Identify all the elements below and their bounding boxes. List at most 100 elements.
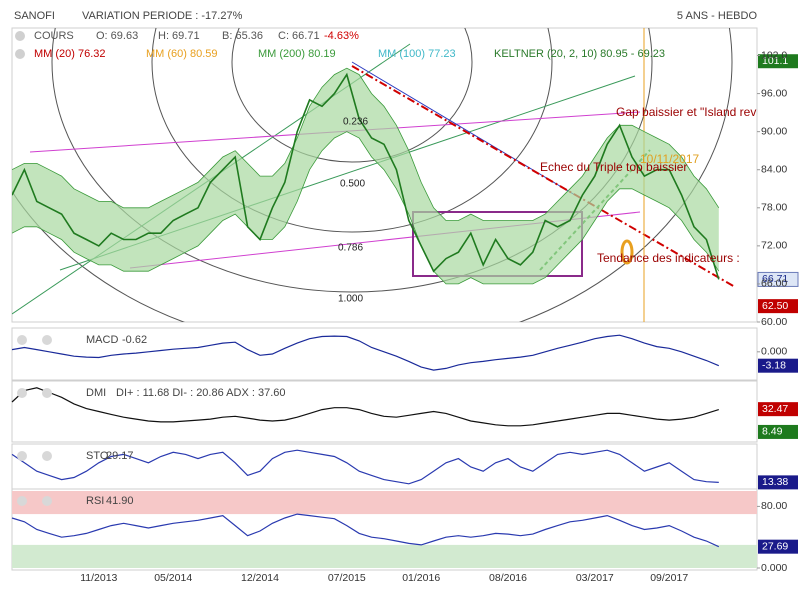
- x-tick-label: 03/2017: [576, 572, 614, 584]
- annotation: 1.000: [338, 294, 363, 305]
- legend-entry: H: 69.71: [158, 30, 200, 42]
- panel-icon: [17, 496, 27, 506]
- panel-icon: [17, 388, 27, 398]
- value-box-label: 101.1: [762, 55, 788, 67]
- plot: [11, 387, 719, 427]
- annotation: 0.786: [338, 243, 363, 254]
- value-box: [758, 424, 798, 439]
- panel-icon: [42, 388, 52, 398]
- plot: [11, 334, 720, 371]
- keltner-lower: [12, 131, 720, 285]
- x-tick-label: 07/2015: [328, 572, 366, 584]
- fib-arc: [151, 28, 553, 233]
- annotation: Gap baissier et "Island rev: [616, 105, 756, 119]
- panel-value: -0.62: [122, 334, 147, 346]
- legend-icon: [15, 49, 25, 59]
- rsi-band: [12, 544, 757, 568]
- fib-arc: [51, 28, 653, 293]
- series-line: [12, 72, 720, 280]
- value-box-label: 66.71: [762, 273, 788, 285]
- series-line: [11, 449, 719, 485]
- panel: [11, 327, 758, 381]
- plot: [11, 449, 719, 485]
- variation: VARIATION PERIODE : -17.27%: [82, 10, 243, 22]
- drawings: [12, 28, 736, 322]
- panel-title: RSI: [86, 495, 104, 507]
- legend-entry: MM (20) 76.32: [34, 48, 106, 60]
- legend-entry: B: 65.36: [222, 30, 263, 42]
- value-box: [758, 402, 798, 417]
- series-line: [11, 513, 720, 548]
- y-tick-label: 84.00: [761, 164, 787, 176]
- y-tick-label: 96.00: [761, 87, 787, 99]
- trend-line: [351, 65, 736, 288]
- plot: [11, 513, 720, 548]
- value-box: [757, 271, 799, 287]
- y-tick-label: 78.00: [761, 202, 787, 214]
- period: 5 ANS - HEBDO: [677, 10, 758, 22]
- legend-entry: -4.63%: [324, 30, 359, 42]
- keltner-upper: [12, 67, 720, 221]
- panel-icon: [17, 451, 27, 461]
- panel: [11, 380, 758, 443]
- plot: Gap baissier et "Island rev Echec du Trip…: [12, 67, 756, 305]
- panel-value: 29.17: [106, 450, 134, 462]
- annotation: 0.500: [340, 179, 365, 190]
- value-box: [758, 299, 798, 314]
- value-box-label: 32.47: [762, 403, 788, 415]
- annotation: Tendance des indicateurs :: [597, 251, 740, 265]
- legend-entry: KELTNER (20, 2, 10) 80.95 - 69.23: [494, 48, 665, 60]
- panel-icon: [17, 335, 27, 345]
- fib-arc: [231, 28, 473, 163]
- legend-entry: MM (100) 77.23: [378, 48, 456, 60]
- value-box: [758, 54, 798, 69]
- rsi-band: [12, 491, 757, 515]
- legend-entry: O: 69.63: [96, 30, 138, 42]
- legend-entry: MM (60) 80.59: [146, 48, 218, 60]
- y-tick-label: 90.00: [761, 125, 787, 137]
- y-tick-label: 0.000: [761, 346, 787, 358]
- legend-entry: C: 66.71: [278, 30, 320, 42]
- panel-value: DI+ : 11.68 DI- : 20.86 ADX : 37.60: [116, 387, 285, 399]
- series-line: [11, 387, 719, 427]
- value-box-label: -3.18: [762, 359, 786, 371]
- symbol: SANOFI: [14, 10, 55, 22]
- series-line: [11, 334, 720, 371]
- panel-title: DMI: [86, 387, 106, 399]
- annotation: 10/11/2017: [640, 152, 699, 166]
- legend-entry: COURS: [34, 30, 74, 42]
- y-tick-label: 0.000: [761, 562, 787, 574]
- x-tick-label: 08/2016: [489, 572, 527, 584]
- legend-entry: MM (200) 80.19: [258, 48, 336, 60]
- panel-title: STO: [86, 450, 109, 462]
- value-box: [758, 475, 798, 490]
- value-box: [758, 539, 798, 554]
- panel-icon: [42, 335, 52, 345]
- value-box-label: 27.69: [762, 540, 788, 552]
- value-box: [758, 358, 798, 373]
- value-box-label: 13.38: [762, 476, 788, 488]
- x-tick-label: 11/2013: [80, 572, 117, 584]
- x-tick-label: 01/2016: [402, 572, 440, 584]
- panel-icon: [42, 496, 52, 506]
- marker: [620, 239, 634, 265]
- panel-title: MACD: [86, 334, 118, 346]
- panel: [11, 443, 758, 491]
- value-box-label: 62.50: [762, 300, 788, 312]
- legend-icon: [15, 31, 25, 41]
- y-tick-label: 60.00: [761, 316, 787, 328]
- panel-icon: [42, 451, 52, 461]
- x-tick-label: 12/2014: [241, 572, 279, 584]
- value-box-label: 8.49: [762, 426, 783, 438]
- fib-arc: [12, 28, 733, 322]
- y-tick-label: 66.00: [761, 278, 787, 290]
- y-tick-label: 102.0: [761, 49, 787, 61]
- annotation: Echec du Triple top baissier: [540, 160, 687, 174]
- y-tick-label: 72.00: [761, 240, 787, 252]
- x-tick-label: 09/2017: [650, 572, 688, 584]
- y-tick-label: 80.00: [761, 500, 787, 512]
- annotation: 0.236: [343, 117, 368, 128]
- x-tick-label: 05/2014: [154, 572, 192, 584]
- panel-value: 41.90: [106, 495, 134, 507]
